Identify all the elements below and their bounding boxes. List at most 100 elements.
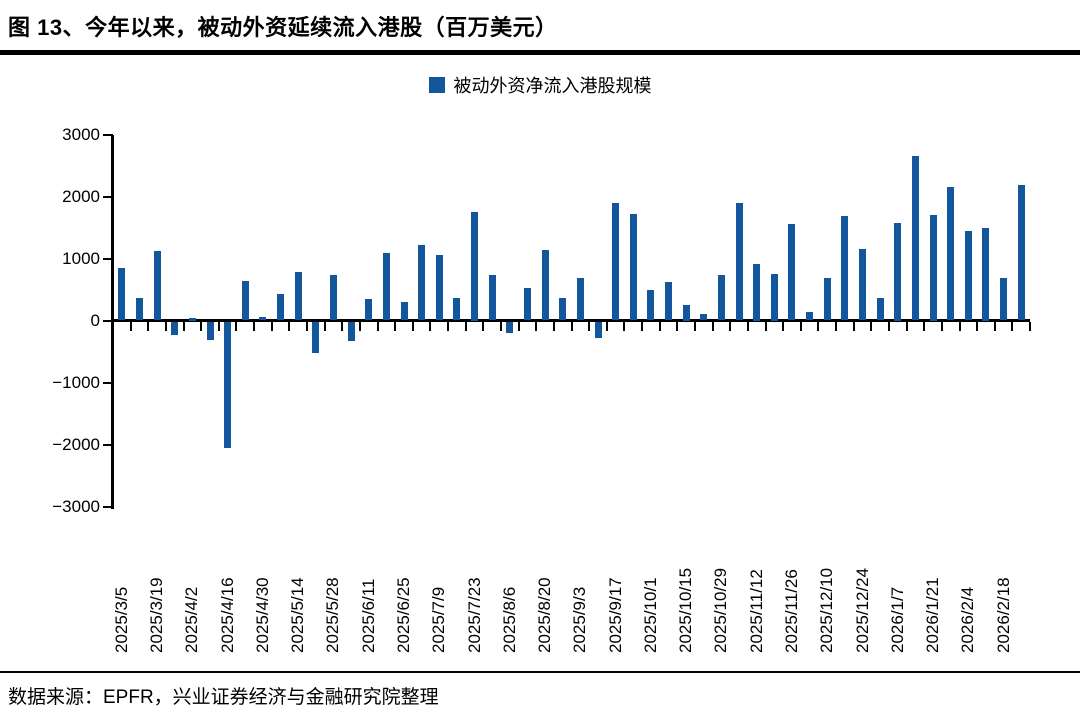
x-axis-tick [112, 322, 114, 331]
x-axis-tick [746, 322, 749, 331]
x-axis-tick [464, 322, 467, 331]
x-axis-tick [658, 322, 661, 331]
x-axis-tick [870, 322, 873, 331]
data-source-note: 数据来源：EPFR，兴业证券经济与金融研究院整理 [0, 671, 1080, 709]
x-tick-label: 2025/6/11 [358, 578, 378, 653]
x-axis-tick [958, 322, 961, 331]
bar [964, 230, 972, 321]
x-axis-tick [552, 322, 555, 331]
x-axis-tick [253, 322, 256, 331]
x-tick-label: 2025/10/1 [640, 577, 660, 653]
x-tick-label: 2025/7/23 [464, 577, 484, 653]
x-tick-label: 2026/2/4 [958, 586, 978, 653]
bar [277, 293, 284, 321]
x-axis-tick [570, 322, 573, 331]
bar [347, 321, 355, 342]
x-tick-label: 2025/4/2 [182, 586, 202, 653]
x-axis-tick [341, 322, 344, 331]
bar [506, 321, 514, 333]
x-axis-tick [447, 322, 450, 331]
bar [488, 275, 496, 321]
x-axis-tick [799, 322, 802, 331]
bar [329, 274, 337, 321]
page-title: 图 13、今年以来，被动外资延续流入港股（百万美元） [0, 0, 1080, 55]
y-tick-label: −2000 [52, 434, 100, 454]
x-axis-tick [976, 322, 979, 331]
x-axis-zero-line [111, 319, 1030, 322]
bar [894, 222, 902, 321]
bar [717, 275, 725, 321]
x-tick-label: 2025/5/28 [323, 577, 343, 653]
x-axis-tick [676, 322, 679, 331]
bar [241, 280, 249, 321]
bar [947, 187, 955, 321]
x-tick-label: 2025/11/12 [746, 569, 766, 653]
x-axis-tick [923, 322, 926, 331]
y-tick-label: −1000 [52, 372, 100, 392]
y-axis-tick [103, 257, 113, 260]
y-tick-label: 3000 [62, 124, 100, 144]
bar [382, 252, 390, 321]
bar [541, 250, 549, 321]
bar [753, 263, 761, 321]
chart-legend: 被动外资净流入港股规模 [0, 72, 1080, 98]
x-axis-tick [711, 322, 714, 331]
x-axis-tick [217, 322, 220, 331]
bar [136, 297, 143, 321]
bar [823, 277, 831, 321]
y-axis-tick [103, 381, 113, 384]
x-tick-label: 2025/8/6 [499, 586, 519, 653]
bar [188, 318, 196, 321]
x-axis-tick [535, 322, 538, 331]
bar [259, 316, 267, 321]
x-axis-tick [641, 322, 643, 331]
y-axis-tick [103, 443, 113, 446]
bar [559, 298, 567, 321]
x-axis-tick [394, 322, 397, 331]
bar [400, 301, 408, 321]
x-axis-tick [288, 322, 291, 331]
y-axis-tick [103, 195, 113, 198]
bar [471, 212, 478, 321]
x-axis-tick [835, 322, 837, 331]
x-tick-label: 2025/11/26 [781, 569, 801, 653]
x-axis-tick [270, 322, 273, 331]
x-tick-label: 2025/4/30 [252, 577, 272, 653]
bar [806, 312, 814, 321]
bar [418, 244, 426, 321]
x-axis-tick [764, 322, 767, 331]
x-axis-tick [852, 322, 855, 331]
x-axis-tick [500, 322, 502, 331]
bar [770, 274, 778, 321]
bar [876, 298, 884, 321]
y-tick-label: 2000 [62, 186, 100, 206]
y-tick-label: 1000 [62, 248, 100, 268]
bar [1017, 184, 1025, 321]
bar [700, 313, 708, 321]
x-axis-tick [940, 322, 943, 331]
x-axis-tick [1029, 322, 1031, 331]
bar [929, 214, 937, 321]
bar [224, 321, 232, 448]
bar [665, 282, 672, 321]
bar [206, 321, 214, 340]
x-axis-tick [1011, 322, 1014, 331]
bar [523, 287, 531, 321]
bar [453, 297, 461, 321]
bar [365, 298, 373, 321]
x-tick-label: 2025/5/14 [288, 577, 308, 653]
x-axis-tick [782, 322, 785, 331]
bar [982, 227, 990, 321]
x-tick-label: 2025/8/20 [535, 577, 554, 653]
x-axis-tick [905, 322, 908, 331]
legend-color-swatch-icon [428, 77, 445, 93]
y-tick-label: −3000 [52, 496, 100, 516]
bar [612, 202, 620, 321]
bar [682, 305, 690, 321]
x-tick-label: 2025/3/19 [147, 577, 167, 653]
x-axis-tick [482, 322, 485, 331]
y-axis-tick [103, 133, 113, 136]
x-axis-tick [358, 322, 361, 331]
x-axis-tick [164, 322, 167, 331]
x-tick-label: 2025/10/15 [676, 567, 696, 653]
